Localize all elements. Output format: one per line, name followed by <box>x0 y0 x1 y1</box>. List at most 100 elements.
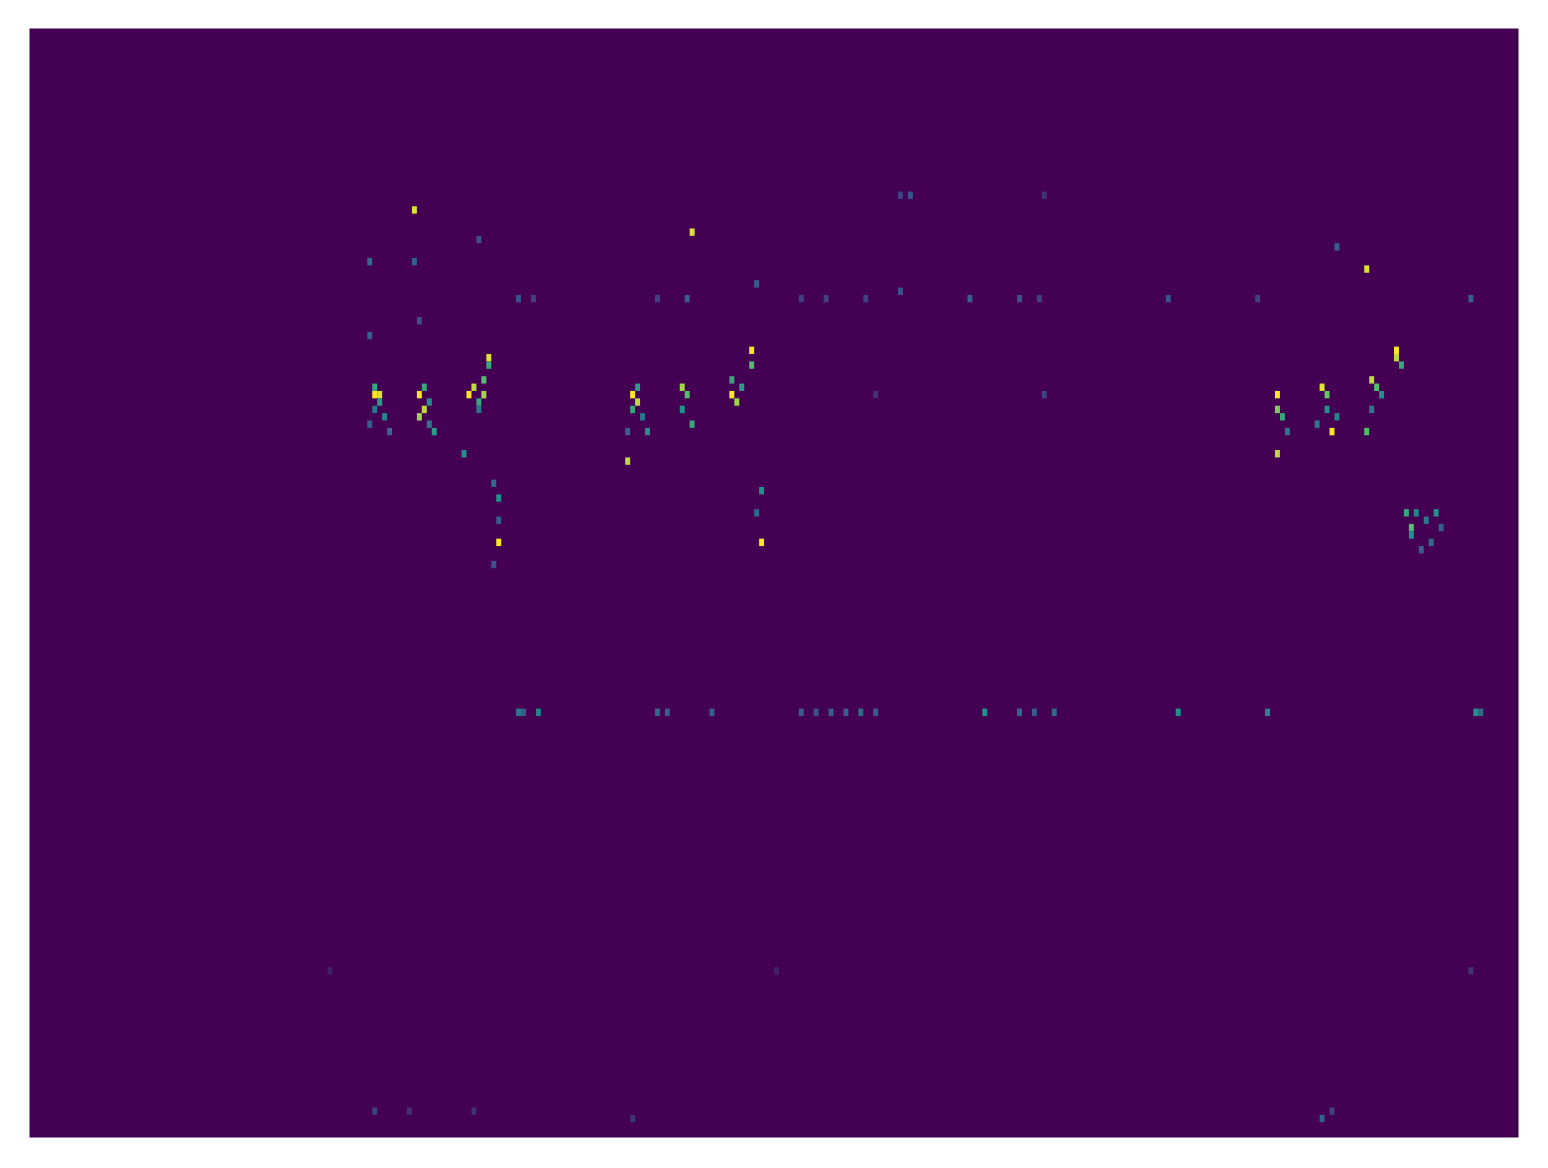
cell <box>516 709 521 716</box>
cell <box>367 420 372 427</box>
cell <box>427 398 432 405</box>
cell <box>843 709 848 716</box>
cell <box>491 480 496 487</box>
cell <box>1042 192 1047 199</box>
cell <box>734 398 739 405</box>
cell <box>1017 295 1022 302</box>
cell <box>377 391 382 398</box>
cell <box>417 391 422 398</box>
cell <box>1017 709 1022 716</box>
cell <box>1330 1107 1335 1114</box>
cell <box>407 1107 412 1114</box>
cell <box>1478 709 1483 716</box>
cell <box>1176 709 1181 716</box>
cell <box>1275 391 1280 398</box>
cell <box>625 457 630 464</box>
cell <box>476 398 481 405</box>
cell <box>967 295 972 302</box>
cell <box>372 1107 377 1114</box>
cell <box>1468 967 1473 974</box>
cell <box>665 709 670 716</box>
cell <box>1037 295 1042 302</box>
cell <box>496 539 501 546</box>
cell <box>1320 1115 1325 1122</box>
cell <box>680 406 685 413</box>
cell <box>1434 509 1439 516</box>
cell <box>1473 709 1478 716</box>
cell <box>387 428 392 435</box>
cell <box>412 206 417 213</box>
cell <box>1320 384 1325 391</box>
cell <box>1325 391 1330 398</box>
cell <box>685 295 690 302</box>
cell <box>422 406 427 413</box>
cell <box>1166 295 1171 302</box>
cell <box>739 384 744 391</box>
cell <box>422 384 427 391</box>
cell <box>471 384 476 391</box>
cell <box>1399 361 1404 368</box>
plot-area <box>30 29 1518 1137</box>
cell <box>729 391 734 398</box>
cell <box>1409 531 1414 538</box>
cell <box>486 354 491 361</box>
cell <box>1364 428 1369 435</box>
cell <box>655 295 660 302</box>
cell <box>640 413 645 420</box>
cell <box>1285 428 1290 435</box>
cell <box>982 709 987 716</box>
cell <box>412 258 417 265</box>
cell <box>829 709 834 716</box>
cell <box>1275 450 1280 457</box>
cell <box>863 295 868 302</box>
cell <box>858 709 863 716</box>
cell <box>1414 509 1419 516</box>
cell <box>1374 384 1379 391</box>
cell <box>1379 391 1384 398</box>
cell <box>496 517 501 524</box>
cell <box>427 420 432 427</box>
cell <box>1419 546 1424 553</box>
cell <box>417 413 422 420</box>
cell <box>1439 524 1444 531</box>
cell <box>372 391 377 398</box>
cell <box>710 709 715 716</box>
cell <box>372 384 377 391</box>
cell <box>1315 420 1320 427</box>
cell <box>1369 376 1374 383</box>
cell <box>1334 243 1339 250</box>
cell <box>1404 509 1409 516</box>
cell <box>635 398 640 405</box>
cell <box>367 332 372 339</box>
cell <box>1280 413 1285 420</box>
cell <box>476 406 481 413</box>
cell <box>799 709 804 716</box>
cell <box>1364 265 1369 272</box>
cell <box>630 406 635 413</box>
cell <box>749 361 754 368</box>
cell <box>1330 428 1335 435</box>
cell <box>432 428 437 435</box>
cell <box>1275 406 1280 413</box>
cell <box>1394 354 1399 361</box>
cell <box>655 709 660 716</box>
cell <box>1325 406 1330 413</box>
cell <box>635 384 640 391</box>
cell <box>372 406 377 413</box>
cell <box>814 709 819 716</box>
cell <box>873 391 878 398</box>
cell <box>471 1107 476 1114</box>
cell <box>908 192 913 199</box>
cell <box>754 509 759 516</box>
cell <box>630 391 635 398</box>
cell <box>749 347 754 354</box>
cell <box>491 561 496 568</box>
cell <box>774 967 779 974</box>
cell <box>521 709 526 716</box>
cells <box>328 192 1484 1123</box>
cell <box>625 428 630 435</box>
cell <box>729 376 734 383</box>
cell <box>1369 406 1374 413</box>
page: {"chart_data": {"type": "heatmap", "tick… <box>0 0 1548 1168</box>
cell <box>531 295 536 302</box>
